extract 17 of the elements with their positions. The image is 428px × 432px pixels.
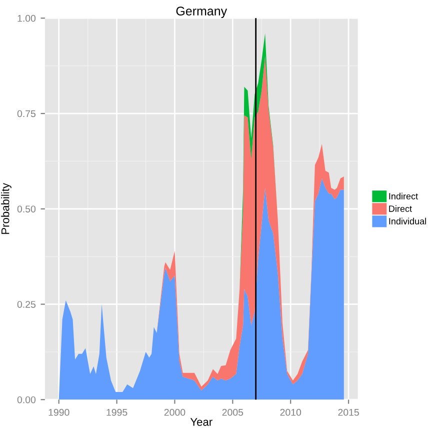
legend-label: Direct	[389, 205, 412, 212]
y-axis-title: Probability	[1, 182, 12, 234]
x-tick-label: 2010	[280, 408, 302, 416]
x-tick-label: 2005	[222, 408, 244, 416]
x-tick-label: 1995	[106, 408, 128, 416]
y-tick-label: 0.75	[17, 110, 36, 118]
chart-title: Germany	[176, 6, 228, 18]
legend-label: Individual	[389, 218, 426, 224]
legend-label: Indirect	[389, 192, 418, 200]
x-tick-label: 2000	[164, 408, 186, 416]
x-tick-label: 2015	[338, 408, 359, 416]
y-tick-label: 0.50	[17, 206, 36, 212]
x-axis-title: Year	[190, 418, 212, 426]
x-tick-label: 1990	[48, 408, 70, 416]
y-tick-label: 1.00	[18, 14, 36, 22]
y-tick-label: 0.00	[17, 396, 36, 404]
y-tick-label: 0.25	[17, 300, 36, 308]
